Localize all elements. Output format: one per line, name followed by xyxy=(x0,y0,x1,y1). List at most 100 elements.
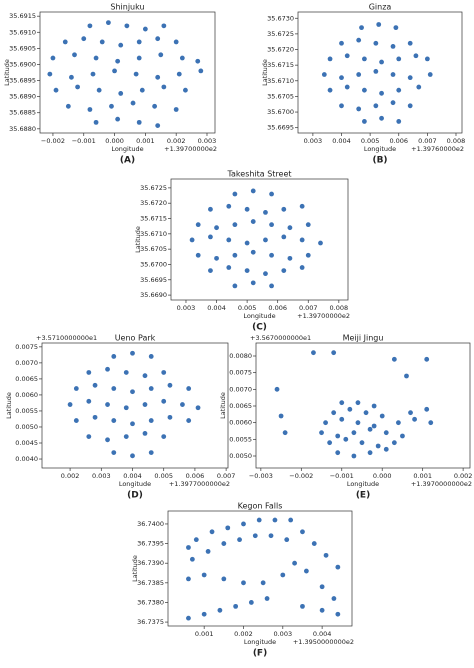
y-tick-label: 35.6730 xyxy=(267,14,294,22)
point xyxy=(379,90,384,96)
point xyxy=(47,71,53,77)
point xyxy=(375,443,381,449)
point xyxy=(269,283,274,289)
point xyxy=(201,611,207,617)
y-tick-label: 35.6885 xyxy=(9,109,36,117)
point xyxy=(65,103,71,109)
point xyxy=(424,406,430,412)
point xyxy=(305,222,311,228)
point xyxy=(161,398,167,404)
point xyxy=(362,119,367,124)
y-tick-label: 35.6915 xyxy=(9,12,36,20)
point xyxy=(244,268,250,273)
point xyxy=(359,25,364,31)
chart-title: Shinjuku xyxy=(110,3,144,12)
point xyxy=(225,525,231,531)
point xyxy=(50,55,56,61)
y-tick-label: 0.0055 xyxy=(15,407,38,415)
point xyxy=(241,580,246,586)
point xyxy=(152,103,158,109)
x-tick-label: 0.007 xyxy=(299,304,318,312)
x-tick-label: 0.002 xyxy=(61,472,80,480)
point xyxy=(81,36,87,42)
point xyxy=(142,373,148,379)
point xyxy=(105,402,110,407)
x-tick-label: 0.003 xyxy=(304,137,323,145)
point xyxy=(278,413,284,419)
y-offset-label: +3.5670000000e1 xyxy=(250,334,311,342)
point xyxy=(363,410,369,416)
point xyxy=(407,75,413,81)
point xyxy=(155,123,161,128)
point xyxy=(359,440,365,446)
chart-title: Kegon Falls xyxy=(238,502,283,511)
y-tick-label: 35.6705 xyxy=(140,245,167,253)
y-tick-label: 35.6725 xyxy=(267,30,294,38)
y-axis-label: Latitude xyxy=(134,226,142,253)
point xyxy=(183,87,188,93)
point xyxy=(260,580,266,586)
point xyxy=(400,433,405,439)
point xyxy=(232,283,238,289)
x-tick-label: 0.001 xyxy=(195,630,214,638)
y-tick-label: 35.6705 xyxy=(267,92,294,100)
point xyxy=(272,517,278,523)
y-tick-label: 35.6700 xyxy=(267,108,294,116)
point xyxy=(395,420,401,426)
point xyxy=(393,25,399,31)
point xyxy=(356,106,362,112)
point xyxy=(250,249,256,255)
point xyxy=(139,87,145,93)
point xyxy=(109,103,114,109)
point xyxy=(62,39,68,45)
y-tick-label: 0.0065 xyxy=(15,375,38,383)
point xyxy=(167,414,173,420)
point xyxy=(408,410,413,416)
y-tick-label: 36.7385 xyxy=(137,579,164,587)
point xyxy=(189,237,195,243)
x-tick-label: 0.002 xyxy=(454,472,473,480)
point xyxy=(323,420,328,426)
point xyxy=(299,265,305,270)
point xyxy=(356,37,362,43)
point xyxy=(93,55,99,61)
x-tick-label: 0.000 xyxy=(105,137,124,145)
point xyxy=(130,421,135,427)
point xyxy=(383,446,389,452)
point xyxy=(111,386,117,391)
point xyxy=(155,36,161,42)
y-tick-label: 35.6700 xyxy=(140,260,167,268)
y-tick-label: 0.0060 xyxy=(15,391,38,399)
point xyxy=(93,119,99,125)
point xyxy=(396,56,402,62)
point xyxy=(73,418,79,423)
x-tick-label: 0.003 xyxy=(198,137,217,145)
x-tick-label: 0.004 xyxy=(123,472,142,480)
y-tick-label: 36.7395 xyxy=(137,540,164,548)
point xyxy=(379,115,384,121)
point xyxy=(142,26,148,32)
plot-frame xyxy=(41,342,229,469)
point xyxy=(130,350,135,356)
y-tick-label: 0.0070 xyxy=(15,359,38,367)
point xyxy=(282,430,288,436)
caption: (A) xyxy=(120,156,135,166)
x-offset-label: +1.39700000e2 xyxy=(164,145,217,153)
point xyxy=(67,402,73,407)
x-tick-label: 0.007 xyxy=(217,472,236,480)
y-axis-label: Latitude xyxy=(3,59,11,86)
y-tick-label: 35.6710 xyxy=(140,230,167,238)
point xyxy=(383,430,389,436)
point xyxy=(269,191,274,197)
point xyxy=(201,572,207,578)
y-tick-label: 35.6890 xyxy=(9,93,36,101)
x-tick-label: −0.003 xyxy=(249,472,273,480)
point xyxy=(72,52,77,58)
point xyxy=(148,354,154,359)
point xyxy=(111,354,117,359)
point xyxy=(226,237,232,243)
point xyxy=(362,56,367,62)
caption: (F) xyxy=(253,649,267,659)
point xyxy=(351,453,357,459)
